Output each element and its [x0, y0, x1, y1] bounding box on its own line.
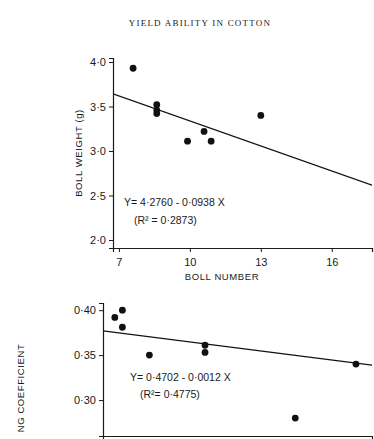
y-tick-label: 0·35 — [74, 349, 96, 361]
point — [130, 65, 137, 72]
figure: 7 10 13 16 2·0 2·5 3·0 3·5 4·0 YIELD ABILITY IN C… — [0, 0, 374, 439]
point — [292, 415, 299, 422]
y-tick-mark — [109, 195, 113, 196]
x-tick-mark — [190, 248, 191, 252]
chart: 0·30 0·35 0·40 NG COEFFICIENT Y= 0·4702 - 0·… — [15, 304, 373, 439]
y-tick: 0·30 — [74, 394, 103, 406]
x-tick-mark — [261, 248, 262, 252]
y-tick-label: 3·5 — [90, 101, 106, 113]
y-tick-label: 4·0 — [90, 56, 106, 68]
y-tick-mark — [109, 107, 113, 108]
y-tick: 3·0 — [90, 145, 113, 157]
y-tick-mark — [99, 310, 103, 311]
x-axis-line — [104, 437, 373, 439]
y-axis: 0·30 0·35 0·40 — [74, 304, 104, 437]
y-tick-mark — [99, 400, 103, 401]
x-tick-label: 7 — [116, 256, 122, 268]
y-tick: 2·5 — [90, 190, 113, 202]
x-axis: 7 10 13 16 — [114, 248, 373, 268]
y-tick-label: 2·5 — [90, 190, 106, 202]
y-tick: 3·5 — [90, 101, 113, 113]
point — [119, 324, 126, 331]
point — [184, 138, 191, 145]
y-tick-label: 0·30 — [74, 394, 96, 406]
background — [0, 0, 374, 439]
point — [202, 349, 209, 356]
y-tick-mark — [99, 355, 103, 356]
point — [257, 112, 264, 119]
point — [119, 307, 126, 314]
x-axis — [104, 437, 373, 439]
x-tick-label: 10 — [184, 256, 196, 268]
x-tick-label: 13 — [255, 256, 267, 268]
y-tick-label: 0·40 — [74, 304, 96, 316]
y-tick-mark — [109, 151, 113, 152]
y-axis: 2·0 2·5 3·0 3·5 4·0 — [90, 56, 113, 248]
regression-line — [103, 331, 372, 365]
point — [353, 361, 360, 368]
point — [153, 110, 160, 117]
y-axis-line — [99, 304, 104, 437]
y-tick-label: 3·0 — [90, 145, 106, 157]
title: YIELD ABILITY IN COTTON — [129, 18, 271, 28]
x-tick-mark — [332, 248, 333, 252]
y-axis-title: NG COEFFICIENT — [15, 344, 26, 433]
plot-area — [113, 65, 372, 185]
x-tick: 7 — [116, 248, 122, 268]
point — [202, 342, 209, 349]
x-axis-title: BOLL NUMBER — [185, 271, 259, 282]
y-tick-mark — [109, 240, 113, 241]
y-tick: 0·35 — [74, 349, 103, 361]
annotation: (R² = 0·2873) — [134, 214, 197, 226]
y-axis-title: BOLL WEIGHT (g) — [73, 109, 84, 197]
x-axis-line — [114, 249, 373, 253]
regression-line — [113, 94, 372, 185]
x-tick: 16 — [326, 248, 338, 268]
y-axis-line — [109, 59, 114, 249]
y-tick: 4·0 — [90, 56, 113, 68]
annotation: Y= 0·4702 - 0·0012 X — [130, 371, 231, 383]
y-tick-mark — [109, 62, 113, 63]
x-tick: 10 — [184, 248, 196, 268]
point — [146, 352, 153, 359]
point — [201, 128, 208, 135]
y-tick: 2·0 — [90, 234, 113, 246]
x-tick-mark — [119, 248, 120, 252]
annotation: Y= 4·2760 - 0·0938 X — [124, 196, 225, 208]
plot-area — [103, 307, 372, 422]
chart: 7 10 13 16 2·0 2·5 3·0 3·5 4·0 YIELD ABILITY IN C… — [73, 18, 373, 282]
y-tick-label: 2·0 — [90, 234, 106, 246]
x-tick-label: 16 — [326, 256, 338, 268]
y-tick: 0·40 — [74, 304, 103, 316]
x-tick: 13 — [255, 248, 267, 268]
annotation: (R²= 0·4775) — [140, 388, 200, 400]
point — [111, 314, 118, 321]
point — [208, 138, 215, 145]
